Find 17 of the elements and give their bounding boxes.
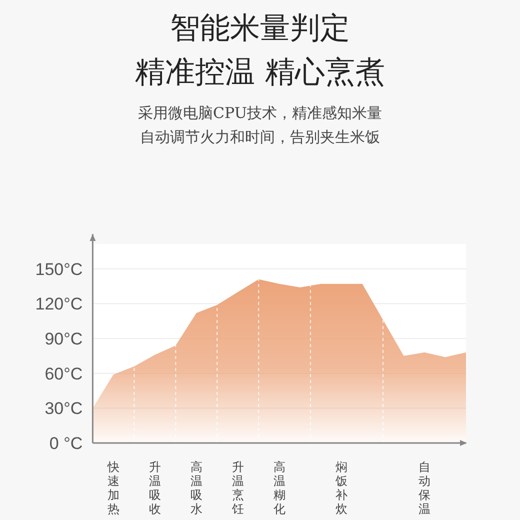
x-tick-label: 升温吸收 [148, 460, 161, 516]
y-tick-label: 90°C [44, 329, 83, 348]
x-tick-label: 高温糊化 [273, 460, 286, 516]
x-tick-label: 快速加热 [106, 460, 120, 516]
chart-subtitle: 精准控温 精心烹煮 [135, 55, 385, 90]
x-tick-label: 自动保温 [418, 460, 431, 516]
y-tick-label: 0 °C [49, 434, 83, 453]
text: 采用微电脑CPU技术，精准感知米量 [138, 104, 382, 122]
x-tick-label: 高温吸水 [190, 460, 202, 516]
y-tick-label: 120°C [35, 294, 83, 314]
x-tick-label: 升温烹饪 [230, 460, 244, 516]
text: 自动调节火力和时间，告别夹生米饭 [140, 128, 380, 146]
y-tick-label: 150°C [35, 260, 83, 279]
x-tick-label: 焖饭补炊 [334, 460, 348, 516]
y-tick-label: 30°C [44, 399, 83, 418]
y-tick-label: 60°C [44, 364, 83, 384]
chart-title: 智能米量判定 [170, 11, 350, 46]
